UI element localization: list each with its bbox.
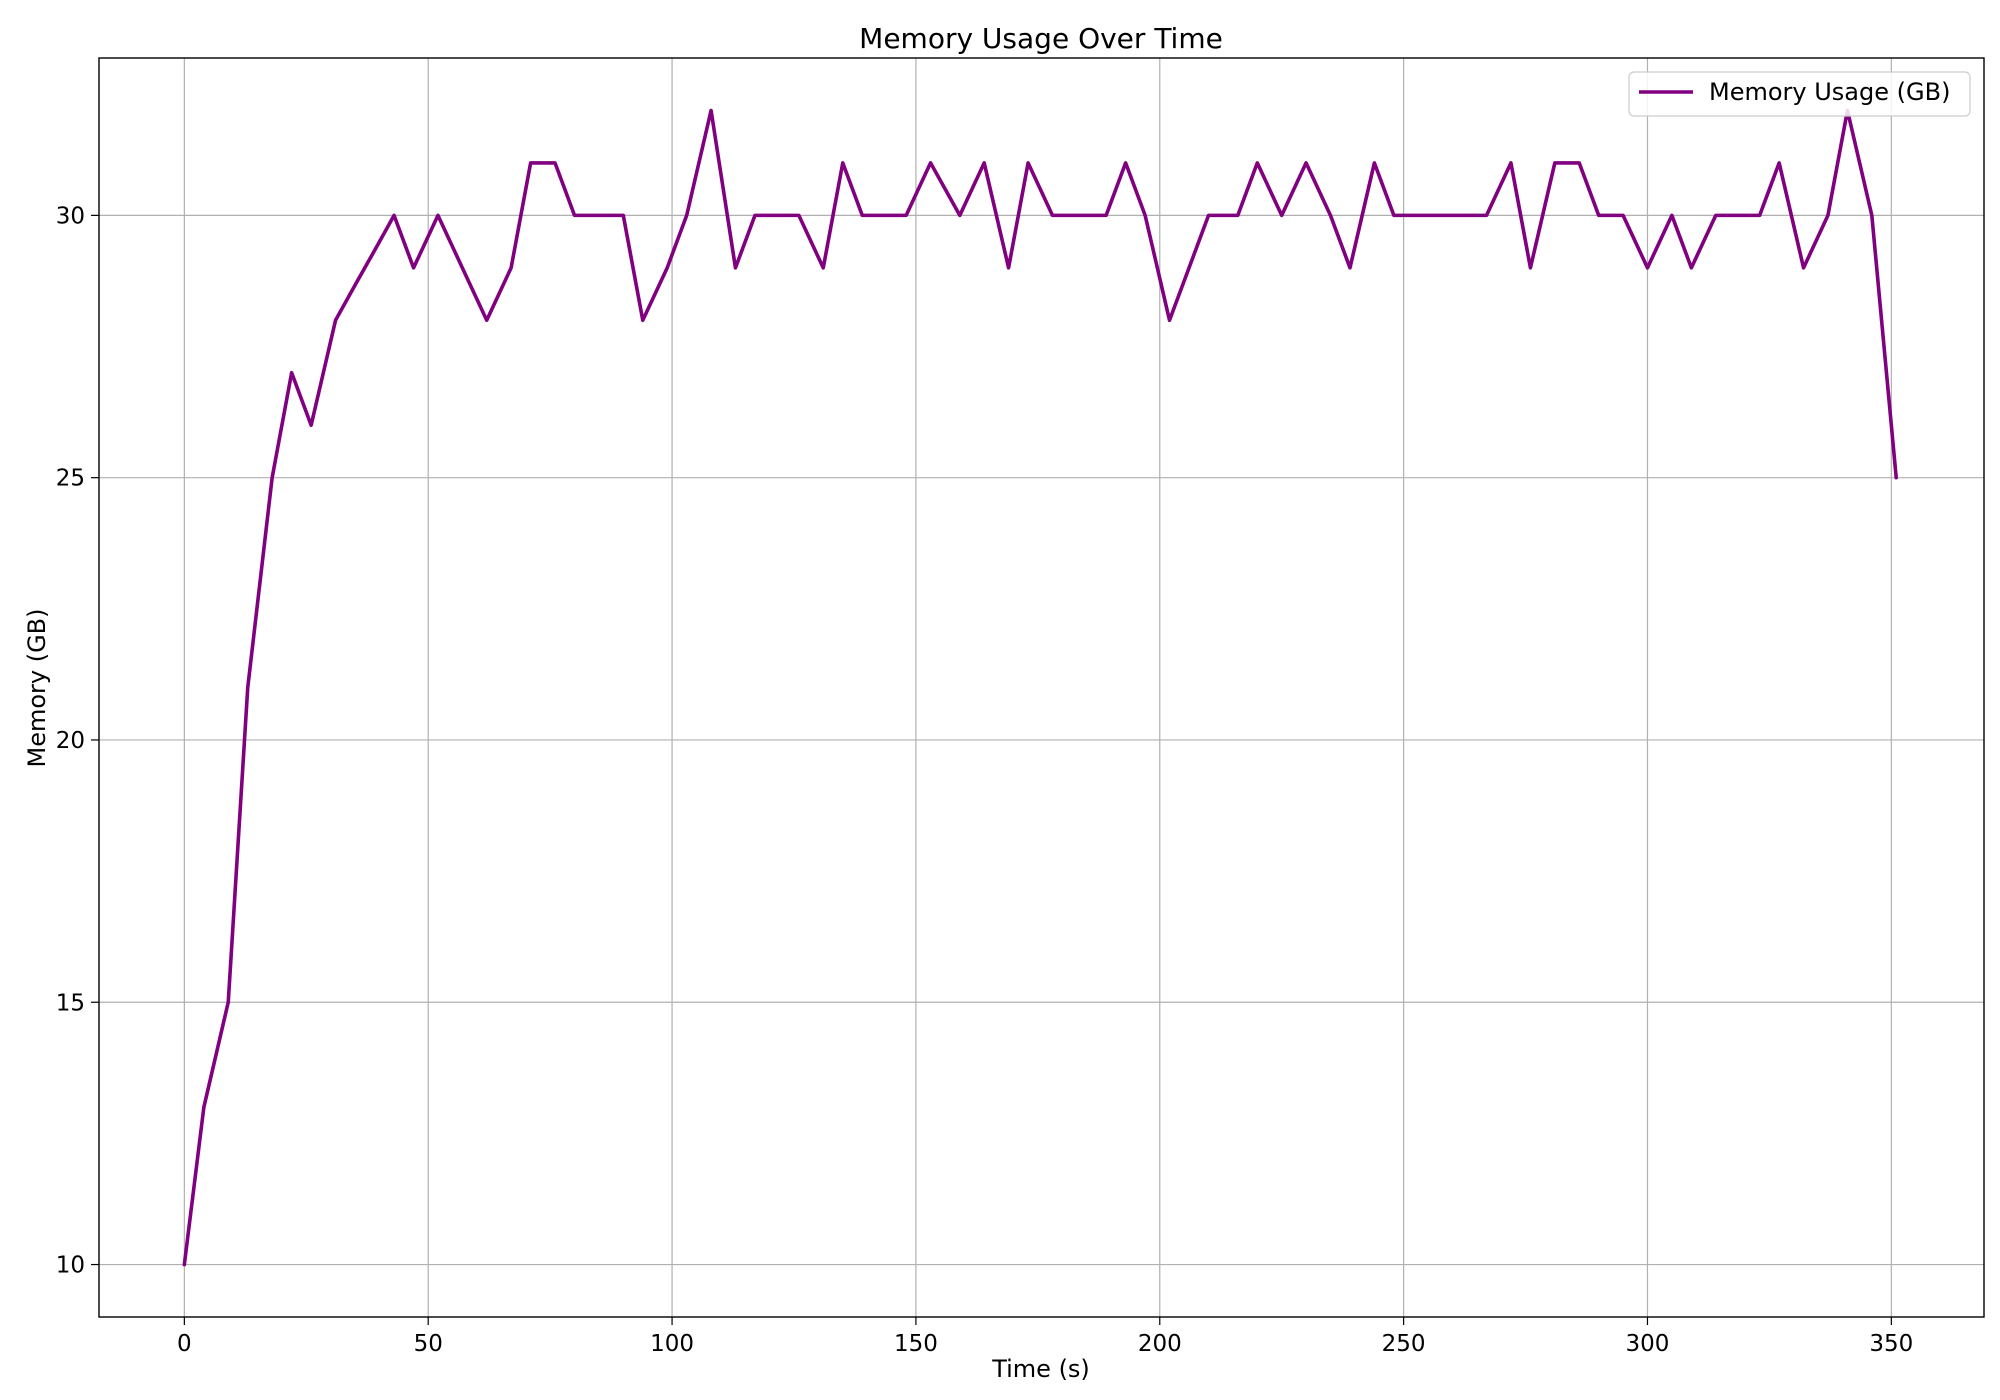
legend: Memory Usage (GB)	[1628, 71, 1971, 117]
plot-frame	[98, 57, 1985, 1318]
axis-ticks: 0 50 100 150 200 250 300 350 10 15 20 25 30	[56, 203, 1914, 1357]
gridlines	[99, 58, 1984, 1317]
x-tick-label: 100	[650, 1331, 694, 1357]
y-axis-label: Memory (GB)	[23, 608, 51, 767]
x-axis-label: Time (s)	[991, 1355, 1090, 1383]
x-tick-label: 50	[414, 1331, 443, 1357]
y-tick-label: 20	[56, 728, 85, 754]
chart-title: Memory Usage Over Time	[859, 22, 1223, 55]
y-tick-label: 30	[56, 203, 85, 229]
x-tick-label: 250	[1382, 1331, 1426, 1357]
x-tick-label: 150	[894, 1331, 938, 1357]
legend-frame	[1628, 71, 1971, 117]
x-tick-label: 0	[177, 1331, 192, 1357]
x-tick-label: 200	[1138, 1331, 1182, 1357]
x-tick-label: 350	[1869, 1331, 1913, 1357]
series-layer	[182, 108, 1899, 1267]
legend-label: Memory Usage (GB)	[1709, 78, 1950, 106]
x-tick-label: 300	[1626, 1331, 1670, 1357]
memory-usage-line	[182, 108, 1899, 1267]
y-tick-label: 15	[56, 990, 85, 1016]
y-tick-label: 25	[56, 466, 85, 492]
y-tick-label: 10	[56, 1253, 85, 1279]
